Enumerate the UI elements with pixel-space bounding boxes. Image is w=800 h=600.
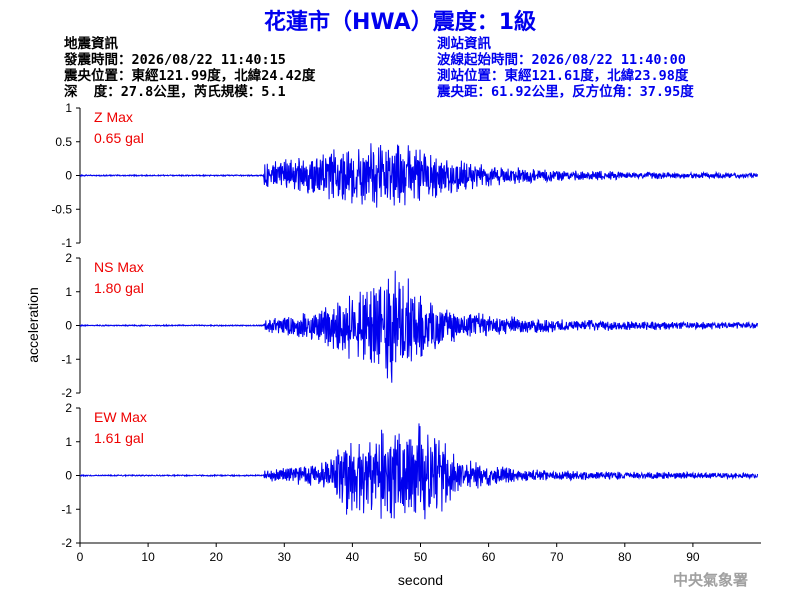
trace-ew xyxy=(79,423,759,520)
y-tick-label: 2 xyxy=(65,401,72,415)
x-tick-label: 70 xyxy=(550,550,564,564)
x-tick-label: 10 xyxy=(141,550,155,564)
y-tick-label: -0.5 xyxy=(51,202,72,216)
max-value-ns: 1.80 gal xyxy=(94,280,144,296)
trace-ns xyxy=(79,270,759,383)
y-tick-label: 1 xyxy=(65,435,72,449)
x-tick-label: 0 xyxy=(77,550,84,564)
x-tick-label: 50 xyxy=(414,550,428,564)
depth-magnitude: 深 度：27.8公里，芮氏規模：5.1 xyxy=(64,84,286,100)
station-location: 測站位置：東經121.61度，北緯23.98度 xyxy=(437,68,689,84)
station-info-heading: 測站資訊 xyxy=(437,36,491,52)
x-tick-label: 60 xyxy=(482,550,496,564)
earthquake-info: 地震資訊 發震時間：2026/08/22 11:40:15 震央位置：東經121.9… xyxy=(64,36,315,100)
y-tick-label: 0 xyxy=(65,169,72,183)
max-value-ew: 1.61 gal xyxy=(94,430,144,446)
y-tick-label: 0 xyxy=(65,319,72,333)
max-label-z: Z Max xyxy=(94,109,133,125)
y-tick-label: 2 xyxy=(65,251,72,265)
x-axis-label: second xyxy=(398,572,443,588)
y-tick-label: 0 xyxy=(65,469,72,483)
chart-title: 花蓮市（HWA）震度：1級 xyxy=(263,10,537,35)
distance-azimuth: 震央距：61.92公里，反方位角：37.95度 xyxy=(437,84,694,100)
x-tick-label: 90 xyxy=(686,550,700,564)
max-label-ns: NS Max xyxy=(94,259,144,275)
earthquake-info-heading: 地震資訊 xyxy=(64,36,118,52)
y-tick-label: -2 xyxy=(61,536,72,550)
max-value-z: 0.65 gal xyxy=(94,130,144,146)
epicenter-location: 震央位置：東經121.99度，北緯24.42度 xyxy=(64,68,316,84)
wave-start-time: 波線起始時間：2026/08/22 11:40:00 xyxy=(437,52,686,68)
y-tick-label: 0.5 xyxy=(55,135,72,149)
origin-time: 發震時間：2026/08/22 11:40:15 xyxy=(64,52,286,68)
y-tick-label: 1 xyxy=(65,101,72,115)
agency-label: 中央氣象署 xyxy=(672,571,748,589)
x-tick-label: 40 xyxy=(346,550,360,564)
trace-z xyxy=(79,143,759,208)
y-tick-label: -1 xyxy=(61,502,72,516)
x-tick-label: 80 xyxy=(618,550,632,564)
y-tick-label: -1 xyxy=(61,236,72,250)
x-tick-label: 20 xyxy=(210,550,224,564)
station-info: 測站資訊 波線起始時間：2026/08/22 11:40:00 測站位置：東經121… xyxy=(437,36,694,100)
max-label-ew: EW Max xyxy=(94,409,147,425)
y-tick-label: 1 xyxy=(65,285,72,299)
x-tick-label: 30 xyxy=(278,550,292,564)
y-tick-label: -2 xyxy=(61,386,72,400)
y-axis-label: acceleration xyxy=(25,287,41,363)
y-tick-label: -1 xyxy=(61,352,72,366)
